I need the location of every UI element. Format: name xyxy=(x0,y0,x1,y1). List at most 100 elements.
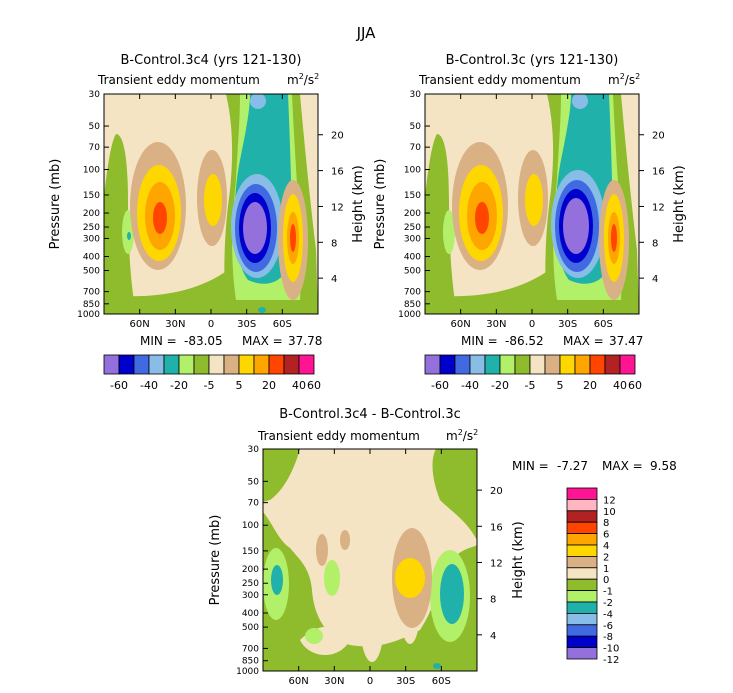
height-tick-label: 20 xyxy=(331,131,344,142)
panel-1-min-value: -83.05 xyxy=(184,334,223,348)
panel-2-fill-eq-yellow xyxy=(525,174,543,226)
pressure-tick-label: 1000 xyxy=(398,310,421,320)
colorbar-swatch xyxy=(163,354,180,375)
panel-2-subtitle: Transient eddy momentum xyxy=(418,73,581,87)
colorbar-swatch xyxy=(283,354,300,375)
colorbar-label: -60 xyxy=(431,379,449,392)
colorbar-swatch xyxy=(439,354,456,375)
panel-1-max-value: 37.78 xyxy=(288,334,322,348)
panel-3-units-base: m xyxy=(446,429,458,443)
panel-3-fill-tan-1 xyxy=(316,534,328,566)
colorbar-swatch xyxy=(566,510,598,523)
colorbar-swatch xyxy=(268,354,285,375)
latitude-tick-label: 30S xyxy=(237,319,256,330)
pressure-tick-label: 150 xyxy=(404,191,421,201)
latitude-tick-label: 0 xyxy=(529,319,535,330)
height-tick-label: 16 xyxy=(490,522,503,533)
pressure-tick-label: 300 xyxy=(242,591,259,601)
panel-1-units: m2/s2 xyxy=(287,72,319,87)
pressure-tick-label: 100 xyxy=(404,166,421,176)
pressure-tick-label: 250 xyxy=(242,579,259,589)
panel-1-fill-jet-core xyxy=(243,202,267,254)
panel-1-title: B-Control.3c4 (yrs 121-130) xyxy=(121,53,302,68)
panel-2-colorbar: -60 -40 -20 -5 5 20 40 60 xyxy=(424,354,642,392)
colorbar-swatch xyxy=(566,487,598,500)
pressure-tick-label: 400 xyxy=(404,253,421,263)
latitude-tick-label: 30N xyxy=(165,319,185,330)
colorbar-label: -6 xyxy=(603,621,613,632)
panel-3-fill-mid-lightgreen-1 xyxy=(324,560,340,596)
colorbar-label: 2 xyxy=(603,552,609,563)
colorbar-swatch xyxy=(566,533,598,546)
panel-3-fill-bottom-beige-2 xyxy=(360,582,384,662)
pressure-tick-label: 250 xyxy=(404,223,421,233)
panel-3-y2label: Height (km) xyxy=(511,521,526,598)
colorbar-label: 5 xyxy=(557,379,564,392)
panel-2-y2label: Height (km) xyxy=(672,165,687,242)
pressure-tick-label: 850 xyxy=(404,300,421,310)
colorbar-swatch xyxy=(499,354,516,375)
panel-2-min-value: -86.52 xyxy=(505,334,544,348)
panel-3-units-sup: 2 xyxy=(458,428,463,437)
height-tick-label: 20 xyxy=(490,486,503,497)
panel-1-colorbar: -60 -40 -20 -5 5 20 40 60 xyxy=(103,354,321,392)
panel-2-fill-bottom-green xyxy=(425,270,581,314)
colorbar-label: -5 xyxy=(525,379,536,392)
pressure-tick-label: 850 xyxy=(242,657,259,667)
height-tick-label: 16 xyxy=(331,167,344,178)
pressure-tick-label: 70 xyxy=(89,143,101,153)
pressure-tick-label: 50 xyxy=(89,122,101,132)
latitude-tick-label: 30N xyxy=(324,676,344,687)
colorbar-swatch xyxy=(223,354,240,375)
colorbar-swatch xyxy=(529,354,546,375)
colorbar-swatch xyxy=(619,354,636,375)
colorbar-label: 5 xyxy=(236,379,243,392)
colorbar-swatch xyxy=(208,354,225,375)
colorbar-label: -20 xyxy=(170,379,188,392)
panel-2-fill-jet-top-blue xyxy=(572,94,588,109)
pressure-tick-label: 700 xyxy=(83,288,100,298)
panel-1-y2label: Height (km) xyxy=(351,165,366,242)
colorbar-label: 4 xyxy=(603,541,609,552)
pressure-tick-label: 200 xyxy=(242,565,259,575)
panel-3-units-den-sup: 2 xyxy=(473,428,478,437)
panel-2-units-den: /s xyxy=(625,73,635,87)
colorbar-label: -12 xyxy=(603,655,619,666)
colorbar-swatch xyxy=(566,544,598,557)
pressure-tick-label: 1000 xyxy=(77,310,100,320)
colorbar-swatch xyxy=(454,354,471,375)
panel-2-max-value: 37.47 xyxy=(609,334,643,348)
latitude-tick-label: 30N xyxy=(486,319,506,330)
latitude-tick-label: 60S xyxy=(432,676,451,687)
panel-1-fill-left-teal xyxy=(127,232,131,240)
panel-1-units-sup: 2 xyxy=(299,72,304,81)
panel-3-subtitle: Transient eddy momentum xyxy=(257,429,420,443)
latitude-tick-label: 60S xyxy=(273,319,292,330)
colorbar-label: 12 xyxy=(603,495,616,506)
pressure-tick-label: 150 xyxy=(242,547,259,557)
panel-3-fill-left-teal xyxy=(271,565,283,595)
colorbar-label: 60 xyxy=(307,379,321,392)
panel-1: B-Control.3c4 (yrs 121-130) Transient ed… xyxy=(48,53,366,392)
latitude-tick-label: 30S xyxy=(396,676,415,687)
height-tick-label: 12 xyxy=(490,558,503,569)
panel-2-units-base: m xyxy=(608,73,620,87)
colorbar-swatch xyxy=(566,567,598,580)
colorbar-swatch xyxy=(424,354,441,375)
colorbar-swatch xyxy=(589,354,606,375)
pressure-tick-label: 400 xyxy=(83,253,100,263)
colorbar-label: 60 xyxy=(628,379,642,392)
colorbar-swatch xyxy=(566,613,598,626)
height-tick-label: 16 xyxy=(652,167,665,178)
colorbar-swatch xyxy=(566,498,598,512)
height-tick-label: 8 xyxy=(490,595,496,606)
height-tick-label: 4 xyxy=(652,274,658,285)
height-tick-label: 12 xyxy=(652,202,665,213)
colorbar-swatch xyxy=(133,354,150,375)
colorbar-swatch xyxy=(604,354,621,375)
colorbar-swatch xyxy=(148,354,165,375)
panel-1-units-den-sup: 2 xyxy=(314,72,319,81)
panel-2-min-label: MIN = xyxy=(461,334,498,348)
